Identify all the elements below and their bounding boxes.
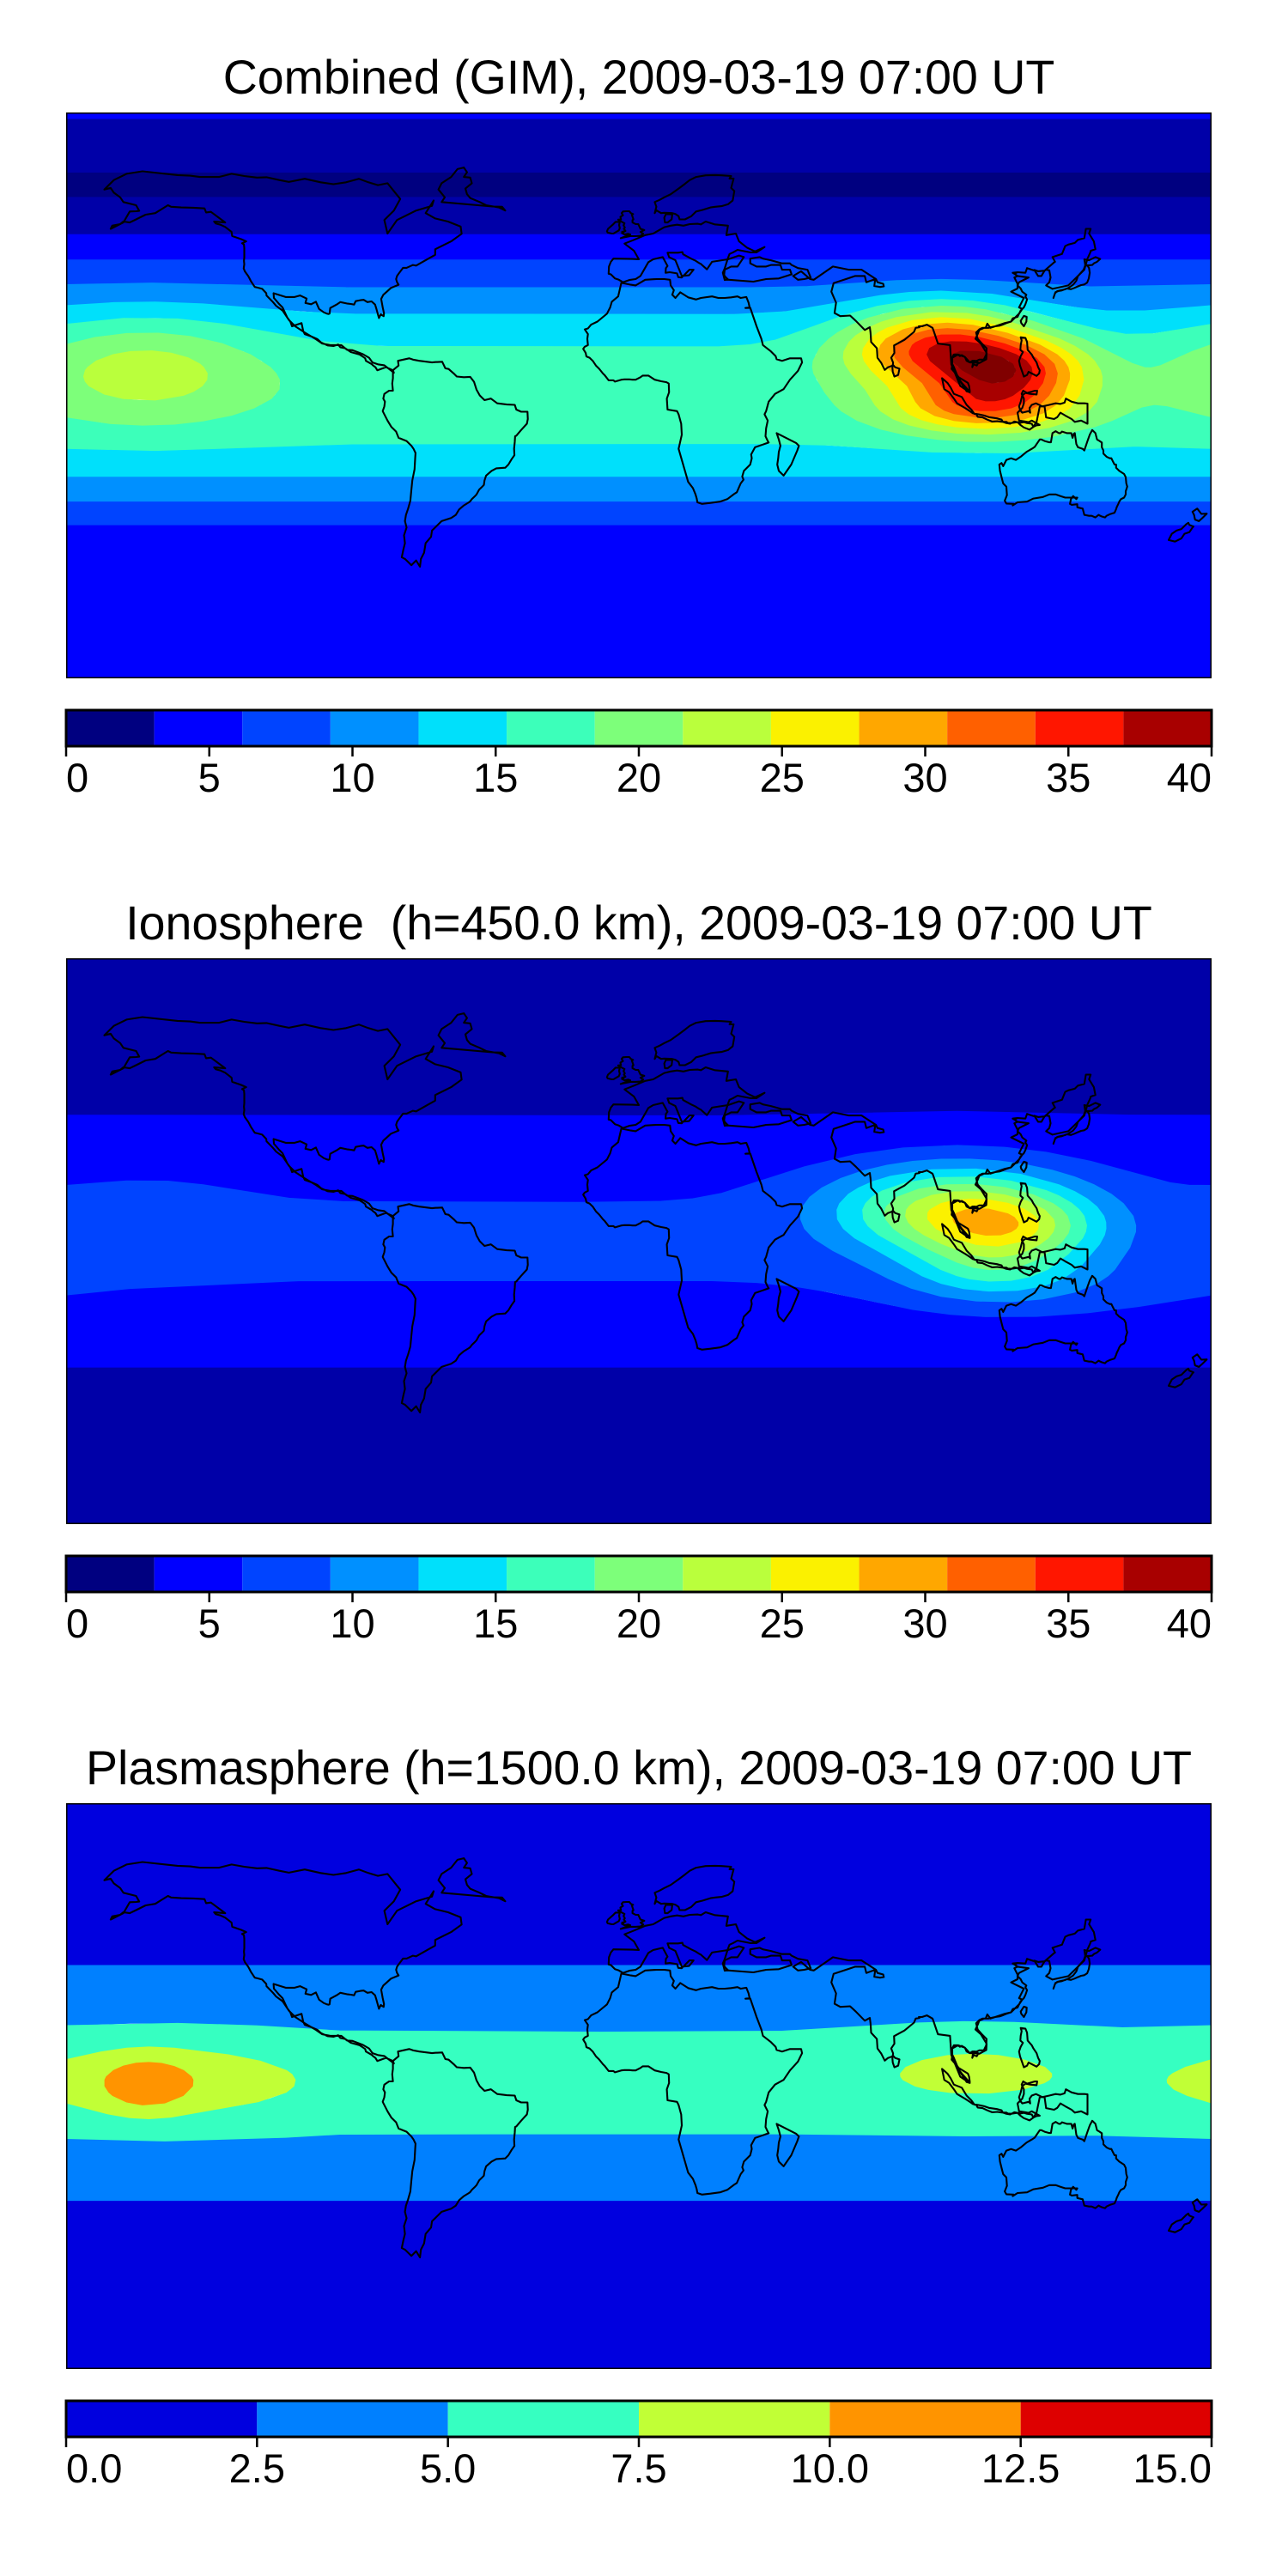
svg-text:30: 30 <box>902 755 947 800</box>
svg-text:25: 25 <box>760 1601 805 1646</box>
svg-text:20: 20 <box>617 755 661 800</box>
svg-text:12.5: 12.5 <box>981 2445 1060 2491</box>
svg-text:0.0: 0.0 <box>66 2445 122 2491</box>
svg-text:10.0: 10.0 <box>791 2445 869 2491</box>
svg-text:40: 40 <box>1167 1601 1212 1646</box>
svg-text:25: 25 <box>760 755 805 800</box>
svg-text:15.0: 15.0 <box>1133 2445 1212 2491</box>
svg-text:5: 5 <box>198 755 221 800</box>
svg-text:0: 0 <box>66 1601 88 1646</box>
svg-text:35: 35 <box>1046 755 1091 800</box>
svg-text:5.0: 5.0 <box>420 2445 476 2491</box>
svg-text:5: 5 <box>198 1601 221 1646</box>
svg-text:10: 10 <box>330 1601 374 1646</box>
svg-text:40: 40 <box>1167 755 1212 800</box>
svg-text:30: 30 <box>902 1601 947 1646</box>
svg-text:2.5: 2.5 <box>229 2445 285 2491</box>
svg-text:0: 0 <box>66 755 88 800</box>
svg-text:35: 35 <box>1046 1601 1091 1646</box>
svg-text:15: 15 <box>473 755 518 800</box>
svg-text:7.5: 7.5 <box>611 2445 666 2491</box>
svg-text:20: 20 <box>617 1601 661 1646</box>
svg-text:10: 10 <box>330 755 374 800</box>
svg-text:15: 15 <box>473 1601 518 1646</box>
